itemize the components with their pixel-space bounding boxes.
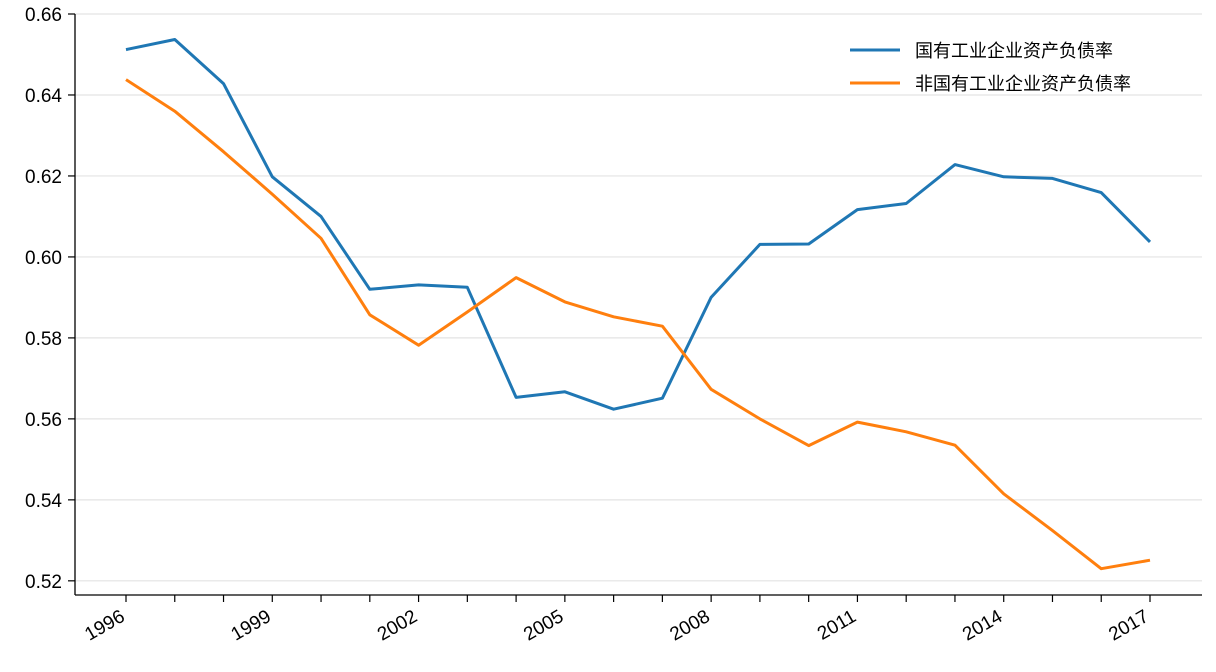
gridlines <box>75 13 1202 582</box>
x-tick-label: 2005 <box>520 606 567 645</box>
legend: 国有工业企业资产负债率 非国有工业企业资产负债率 <box>850 41 1131 95</box>
y-tick-label: 0.56 <box>25 410 62 431</box>
series-lines <box>125 38 1152 571</box>
series-line-non-soe <box>125 78 1151 571</box>
series-line-soe <box>125 38 1152 411</box>
y-tick-label: 0.54 <box>25 491 62 512</box>
x-tick-label: 1996 <box>81 606 128 645</box>
x-tick-label: 2011 <box>814 606 860 645</box>
y-tick-label: 0.62 <box>25 167 62 188</box>
x-tick-label: 2008 <box>667 606 714 645</box>
x-tick-label: 2014 <box>959 606 1006 646</box>
x-axis-ticks: 1996 1999 2002 2005 2008 2011 2014 2017 <box>81 595 1153 646</box>
y-tick-label: 0.60 <box>25 248 62 269</box>
x-tick-label: 2017 <box>1105 606 1152 645</box>
y-tick-label: 0.58 <box>25 329 62 350</box>
y-tick-label: 0.64 <box>25 86 62 107</box>
x-tick-label: 2002 <box>374 606 421 645</box>
legend-label-non-soe: 非国有工业企业资产负债率 <box>915 74 1131 95</box>
y-tick-label: 0.52 <box>25 572 62 593</box>
x-tick-label: 1999 <box>228 606 275 645</box>
y-axis-ticks: 0.52 0.54 0.56 0.58 0.60 0.62 0.64 0.66 <box>25 5 75 593</box>
legend-label-soe: 国有工业企业资产负债率 <box>915 41 1113 62</box>
y-tick-label: 0.66 <box>25 5 62 26</box>
